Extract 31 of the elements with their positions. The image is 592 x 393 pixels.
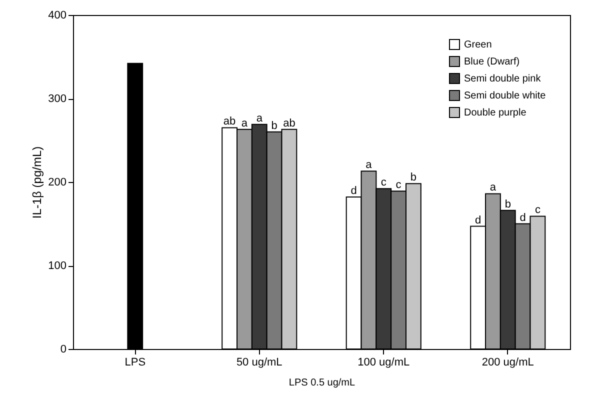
legend-label: Green (464, 40, 492, 50)
y-tick-label: 300 (48, 93, 66, 105)
data-label: ab (223, 116, 236, 128)
y-tick-label: 200 (48, 176, 66, 188)
data-label: ab (283, 117, 296, 130)
data-label: b (504, 198, 511, 210)
legend-label: Double purple (464, 108, 527, 118)
data-label: b (410, 172, 417, 184)
x-axis-title: LPS 0.5 ug/mL (288, 378, 356, 388)
x-tick-label: LPS (124, 356, 146, 368)
data-label: c (380, 176, 387, 189)
data-label: a (366, 159, 373, 172)
y-tick-label: 100 (48, 260, 66, 272)
data-label: a (256, 112, 264, 124)
x-tick-label: 200 ug/mL (482, 356, 534, 368)
legend-label: Semi double white (464, 90, 546, 102)
data-label: a (490, 182, 497, 194)
data-label: c (396, 179, 402, 192)
data-label: a (241, 117, 248, 130)
y-axis-title: IL-1β (pg/mL) (30, 146, 44, 219)
y-tick-label: 400 (48, 10, 66, 22)
legend-label: Semi double pink (464, 74, 542, 84)
data-label: d (474, 214, 482, 226)
data-label: d (350, 185, 357, 198)
data-label: d (520, 212, 526, 224)
x-tick-label: 100 ug/mL (358, 356, 410, 368)
x-tick-label: 50 ug/mL (236, 356, 282, 368)
y-tick-label: 0 (60, 344, 66, 356)
data-label: c (534, 204, 541, 216)
data-label: b (271, 120, 278, 132)
legend-label: Blue (Dwarf) (464, 56, 520, 68)
